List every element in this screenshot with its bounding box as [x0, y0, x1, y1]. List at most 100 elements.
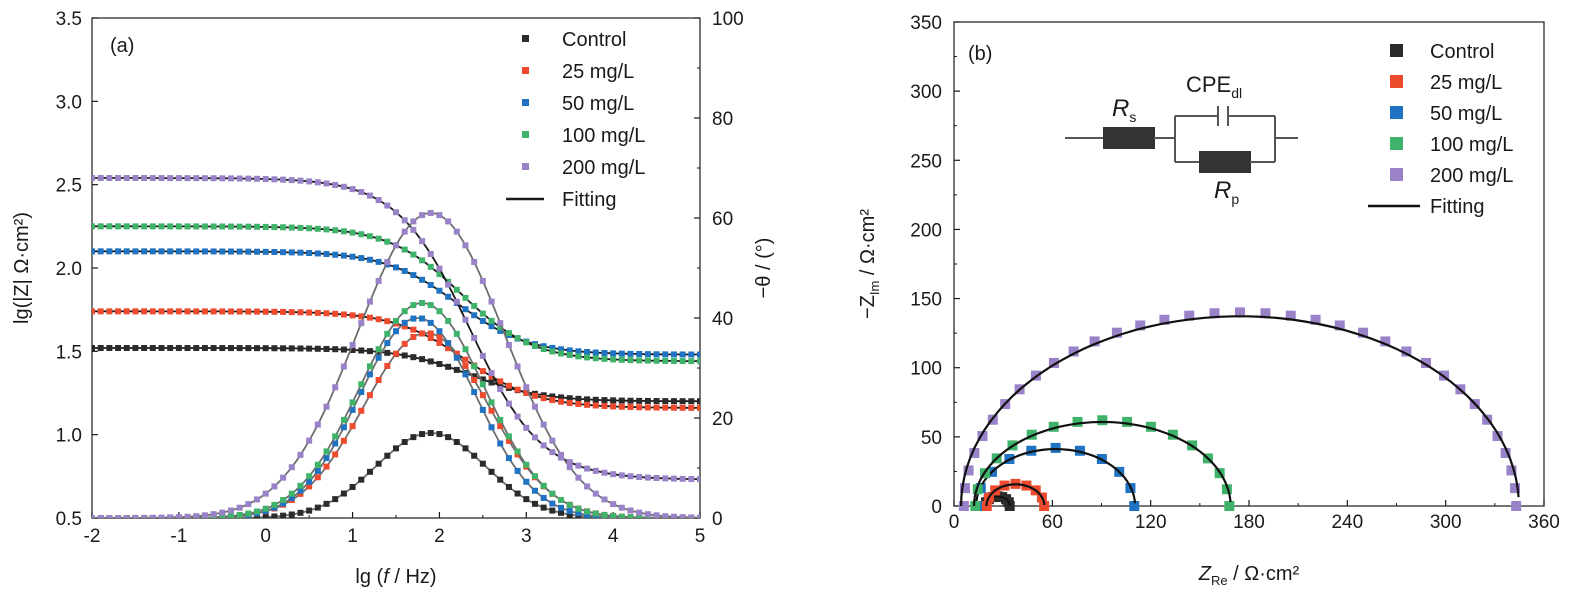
panel-a-modulus-point [349, 253, 356, 260]
panel-b-x-tick-label: 60 [1042, 512, 1063, 533]
panel-b-nyquist-point [1050, 442, 1061, 453]
panel-a-modulus-point [358, 313, 365, 320]
panel-a-phase-point [419, 431, 426, 438]
panel-a-modulus-point [636, 351, 643, 358]
panel-a-modulus-point [254, 308, 261, 315]
panel-a-fit-phase-line [92, 332, 700, 518]
panel-a-modulus-point [297, 224, 304, 231]
panel-a-phase-point [375, 354, 382, 361]
panel-a-modulus-point [115, 248, 122, 255]
panel-a-modulus-point [514, 413, 521, 420]
panel-a-phase-point [523, 478, 530, 485]
panel-a-modulus-point [297, 309, 304, 316]
panel-a-ticks: -2 -1 0 1 2 3 4 5 0.5 1.0 1.5 2.0 2.5 3.0 3.5 0 20 40 60 80… [56, 9, 744, 547]
panel-a-phase-point [393, 328, 399, 335]
panel-a-phase-point [297, 509, 304, 516]
panel-a-phase-point [366, 298, 373, 305]
panel-a-phase-point [636, 509, 643, 516]
panel-a-modulus-point [141, 345, 148, 352]
panel-a-phase-point [436, 308, 443, 315]
panel-a-modulus-point [332, 310, 339, 317]
panel-a-modulus-point [201, 248, 208, 255]
panel-a-modulus-point [540, 442, 547, 449]
panel-a-phase-point [349, 341, 356, 348]
panel-a-y-axis-label: lg(|Z| Ω·cm²) [11, 212, 33, 324]
panel-a-modulus-point [306, 225, 313, 232]
panel-b-nyquist-point [1421, 357, 1432, 368]
panel-a-modulus-point [584, 396, 591, 403]
panel-a-modulus-point [531, 392, 538, 399]
circuit-rs-resistor [1103, 127, 1155, 149]
panel-a-modulus-point [332, 346, 339, 353]
panel-a-phase-point [141, 514, 148, 518]
panel-a-phase-point [505, 455, 512, 462]
panel-a-y2-tick-label: 100 [712, 9, 744, 30]
panel-a-phase-point [149, 514, 156, 518]
panel-a-modulus-point [340, 346, 347, 353]
panel-a-modulus-point [618, 403, 625, 410]
panel-a-modulus-point [688, 404, 695, 411]
panel-a-phase-point [393, 242, 399, 249]
panel-a-modulus-point [297, 249, 304, 256]
panel-a-modulus-point [540, 395, 547, 402]
panel-a-modulus-point [549, 393, 556, 400]
panel-a-modulus-point [262, 248, 269, 255]
panel-a-modulus-point [697, 476, 700, 483]
panel-a-modulus-point [280, 176, 287, 183]
panel-a-fit-phase-line [92, 212, 700, 518]
panel-a-phase-point [523, 496, 530, 503]
panel-a-modulus-point [471, 312, 478, 319]
panel-a-modulus-point [618, 472, 625, 479]
panel-a-phase-point [497, 440, 504, 447]
panel-a-modulus-point [505, 382, 512, 389]
panel-a-modulus-point [427, 263, 434, 270]
panel-a-modulus-point [436, 339, 443, 346]
panel-a-phase-point [280, 512, 287, 518]
panel-a-modulus-point [219, 175, 226, 182]
panel-a-modulus-point [401, 217, 408, 224]
panel-a-modulus-point [288, 177, 295, 184]
panel-a-modulus-point [618, 356, 625, 363]
panel-a-modulus-point [106, 223, 113, 230]
panel-a-modulus-point [670, 357, 677, 364]
panel-a-phase-point [575, 474, 582, 481]
panel-a-phase-point [427, 430, 434, 436]
panel-a-x-tick-label: 0 [260, 526, 271, 547]
panel-a-phase-point [697, 514, 700, 518]
panel-a-modulus-point [193, 248, 200, 255]
panel-a-modulus-point [679, 351, 686, 358]
panel-a-modulus-point [236, 175, 243, 182]
panel-a-modulus-point [627, 473, 634, 480]
panel-a-modulus-point [262, 176, 269, 183]
panel-a-phase-point [401, 319, 408, 326]
panel-a-phase-point [497, 423, 504, 430]
panel-a-modulus-point [262, 308, 269, 315]
panel-a-modulus-point [653, 404, 660, 411]
panel-a-phase-point [566, 501, 573, 508]
panel-a-modulus-point [401, 246, 408, 253]
panel-b-nyquist-point [1500, 448, 1511, 459]
panel-a-phase-point [505, 437, 512, 444]
panel-a-modulus-point [184, 175, 191, 182]
panel-a-modulus-point [236, 345, 243, 352]
panel-a-phase-point [488, 298, 495, 305]
panel-a-phase-point [479, 406, 486, 413]
panel-a-phase-point [662, 513, 669, 518]
panel-a-phase-point [427, 330, 434, 337]
panel-a-modulus-point [227, 248, 234, 255]
panel-a-phase-point [514, 490, 521, 497]
panel-a-phase-point [332, 384, 339, 391]
panel-a-modulus-point [505, 330, 512, 337]
panel-b-legend-marker [1390, 75, 1403, 88]
panel-a-phase-point [314, 504, 321, 511]
panel-a-modulus-point [410, 354, 417, 361]
panel-b-nyquist-point [977, 431, 988, 442]
panel-a-modulus-point [531, 343, 538, 350]
panel-a-phase-point [592, 510, 599, 517]
panel-a-phase-point [627, 507, 634, 514]
panel-a-modulus-point [375, 235, 382, 242]
panel-a-modulus-point [471, 373, 478, 380]
panel-a-modulus-point [210, 223, 217, 230]
panel-a-modulus-point [497, 324, 504, 331]
panel-a-modulus-point [340, 183, 347, 190]
